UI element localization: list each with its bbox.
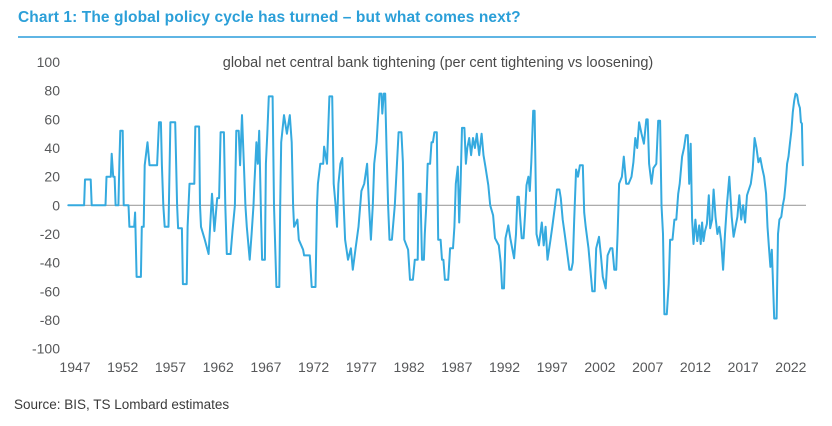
chart-title: Chart 1: The global policy cycle has tur… [18,9,521,26]
x-tick-label: 1992 [489,359,520,375]
x-tick-label: 2002 [584,359,615,375]
x-tick-label: 1967 [250,359,281,375]
x-tick-label: 2017 [728,359,759,375]
y-tick-label: -80 [40,312,60,328]
x-tick-label: 1952 [107,359,138,375]
source-text: Source: BIS, TS Lombard estimates [14,397,230,412]
y-tick-label: -100 [32,341,60,357]
x-tick-label: 2022 [775,359,806,375]
y-tick-label: 0 [52,197,60,213]
x-tick-label: 1977 [346,359,377,375]
tightening-series-line [67,92,804,320]
y-tick-label: 20 [44,169,60,185]
y-tick-label: 100 [37,54,61,70]
y-tick-label: -40 [40,255,60,271]
x-tick-label: 1957 [155,359,186,375]
x-tick-label: 1962 [203,359,234,375]
y-tick-label: -60 [40,283,60,299]
x-tick-label: 1972 [298,359,329,375]
x-tick-label: 2007 [632,359,663,375]
y-tick-label: 40 [44,140,60,156]
title-underline-rule [18,36,816,38]
y-tick-label: -20 [40,226,60,242]
x-tick-label: 1987 [441,359,472,375]
y-tick-label: 80 [44,83,60,99]
x-tick-label: 1997 [537,359,568,375]
chart-subtitle: global net central bank tightening (per … [222,55,654,71]
x-tick-label: 1982 [393,359,424,375]
x-tick-label: 1947 [59,359,90,375]
x-tick-label: 2012 [680,359,711,375]
y-tick-label: 60 [44,111,60,127]
